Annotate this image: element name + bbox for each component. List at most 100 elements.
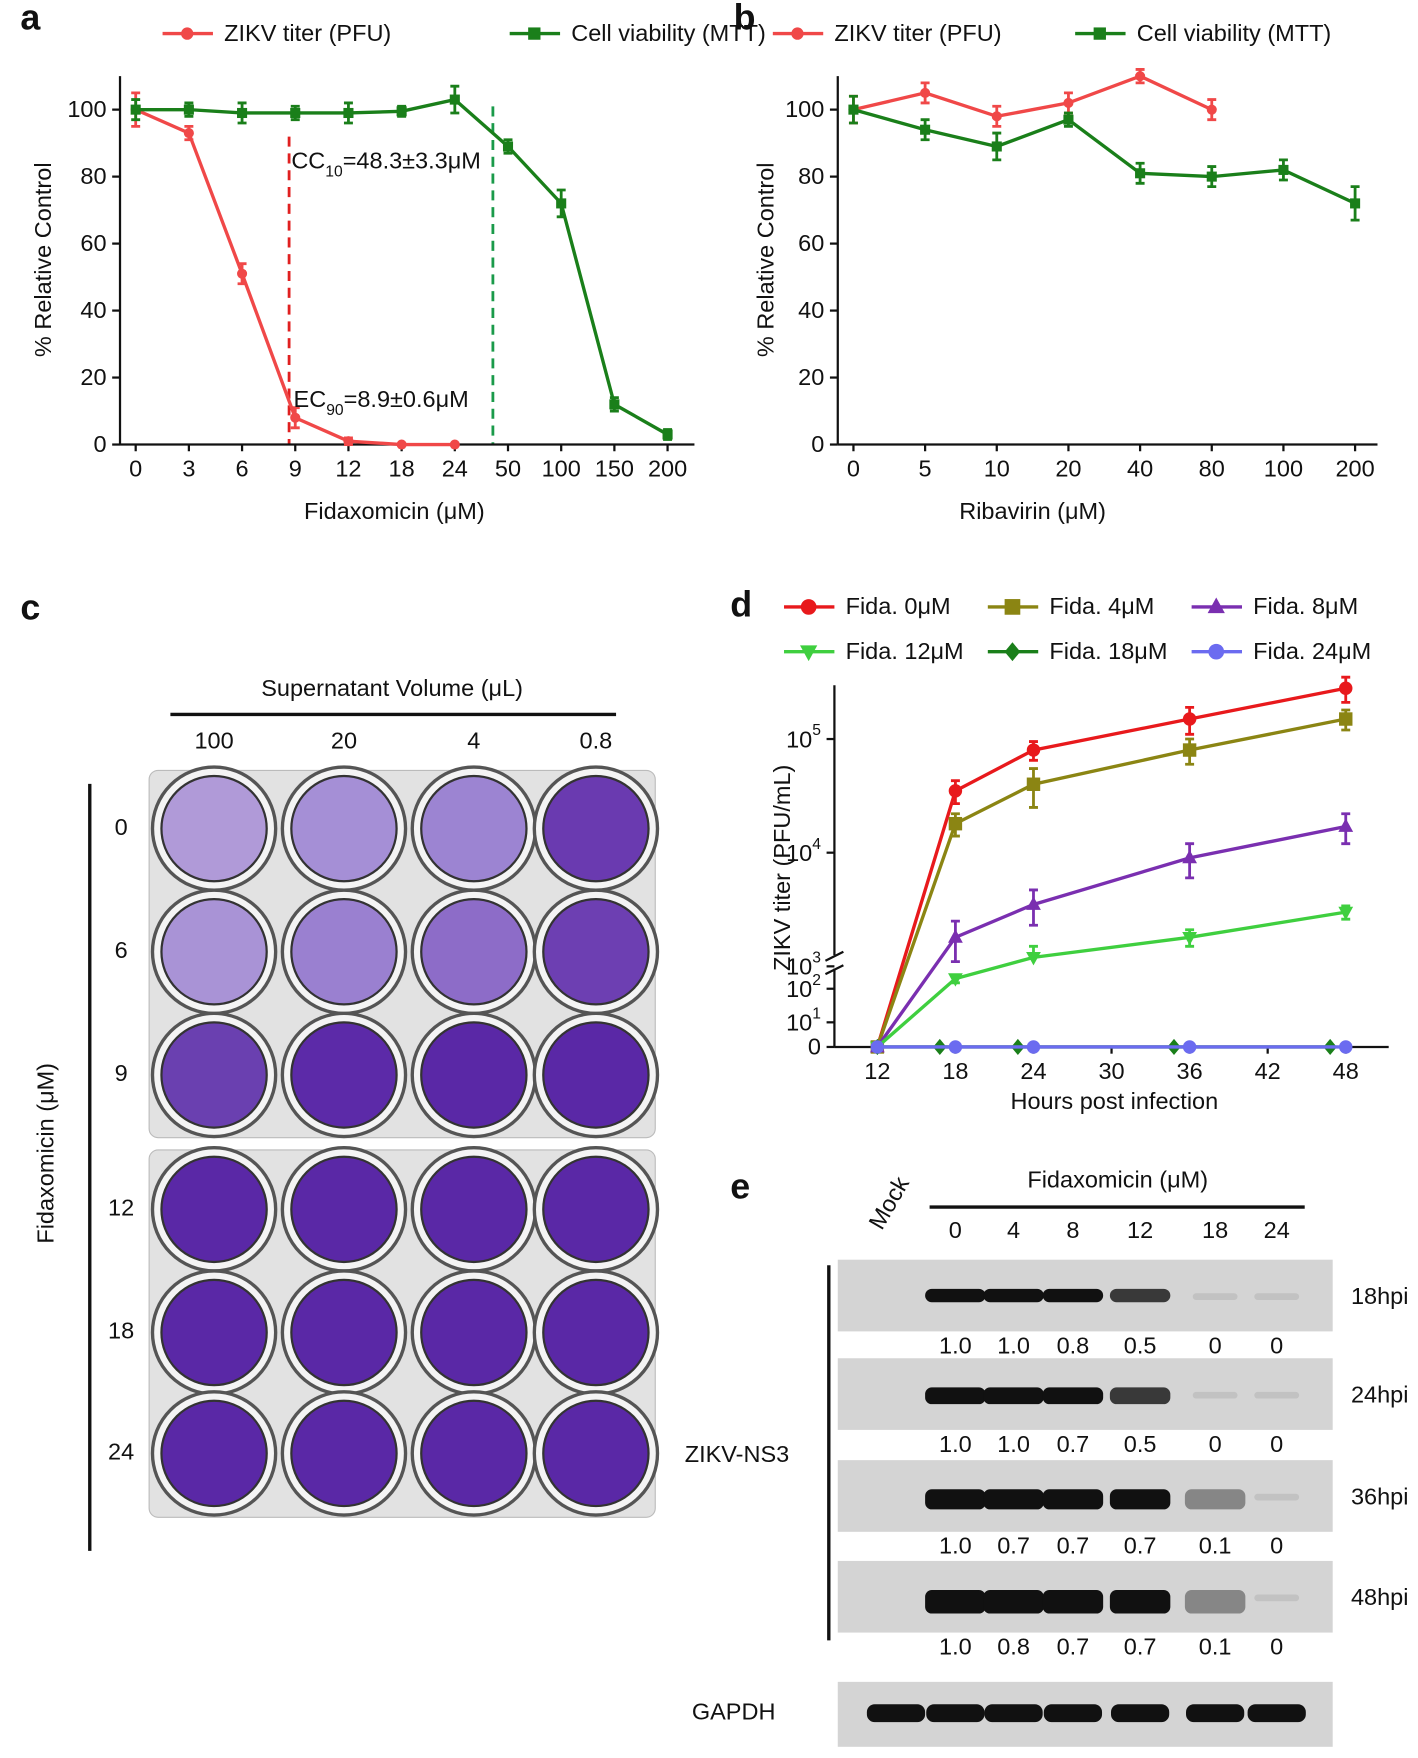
quant-label: 0 (1209, 1431, 1222, 1457)
marker (290, 412, 301, 423)
annotation: CC10=48.3±3.3μM (291, 148, 481, 181)
series-line (875, 824, 1347, 1048)
quant-label: 0.7 (1057, 1633, 1090, 1659)
panel-letter: c (20, 588, 40, 628)
quant-label: 1.0 (939, 1633, 972, 1659)
well (160, 1399, 268, 1508)
well (420, 1155, 528, 1264)
quant-label: 0.5 (1124, 1332, 1157, 1358)
marker (183, 104, 194, 115)
marker (1182, 931, 1198, 946)
x-tick-label: 24 (1020, 1058, 1046, 1084)
marker (1207, 597, 1225, 614)
marker (1350, 198, 1361, 209)
quant-label: 1.0 (939, 1431, 972, 1457)
x-tick-label: 0 (847, 455, 860, 481)
x-tick-label: 18 (389, 455, 415, 481)
quant-label: 0 (1209, 1332, 1222, 1358)
marker (1339, 712, 1353, 726)
band (1042, 1288, 1104, 1303)
panel-letter: b (734, 0, 756, 38)
marker (528, 27, 541, 40)
well (290, 898, 398, 1006)
text-part: 10 (786, 1010, 812, 1036)
marker (1004, 599, 1021, 615)
band (925, 1387, 986, 1405)
band (866, 1704, 926, 1723)
x-tick-label: 12 (864, 1058, 890, 1084)
x-tick-label: 150 (595, 455, 634, 481)
x-axis-title: Fidaxomicin (μM) (304, 498, 485, 524)
lane-label: 12 (1127, 1217, 1153, 1243)
band (1254, 1391, 1300, 1399)
band (1247, 1704, 1306, 1723)
marker (1026, 1040, 1041, 1054)
marker (1339, 1040, 1353, 1054)
text-part: 10 (786, 840, 812, 866)
x-tick-label: 48 (1333, 1058, 1359, 1084)
band (1184, 1590, 1246, 1614)
text-part: =48.3±3.3μM (343, 148, 481, 174)
lane-label: 18 (1202, 1217, 1228, 1243)
well (420, 774, 528, 883)
legend-label: Cell viability (MTT) (1137, 20, 1332, 46)
volume-label: 0.8 (580, 728, 613, 754)
marker (1208, 643, 1225, 660)
quant-label: 0 (1270, 1431, 1283, 1457)
y-axis-title: ZIKV titer (PFU/mL) (769, 765, 795, 971)
annotation: EC90=8.9±0.6μM (294, 386, 469, 419)
loading-label: GAPDH (692, 1698, 776, 1724)
marker (1338, 818, 1354, 832)
y-tick-label: 20 (798, 364, 824, 390)
marker (1206, 104, 1217, 115)
band (1042, 1387, 1104, 1405)
marker (1026, 896, 1041, 910)
series-line (853, 74, 1213, 119)
well (160, 898, 268, 1006)
y-tick-label: 104 (786, 836, 821, 866)
marker (1063, 114, 1074, 125)
marker (1004, 642, 1021, 662)
marker (1338, 906, 1354, 921)
quant-label: 0.8 (997, 1633, 1030, 1659)
y-tick-label: 0 (811, 431, 824, 457)
volume-label: 100 (194, 728, 233, 754)
band (1109, 1489, 1171, 1510)
legend-label: ZIKV titer (PFU) (834, 20, 1001, 46)
script: 4 (812, 836, 821, 853)
quant-label: 1.0 (997, 1332, 1030, 1358)
x-tick-label: 30 (1098, 1058, 1124, 1084)
well (420, 1021, 528, 1129)
band (925, 1288, 986, 1303)
well (542, 1278, 650, 1387)
x-tick-label: 42 (1255, 1058, 1281, 1084)
well (420, 1399, 528, 1508)
marker (502, 141, 514, 152)
marker (609, 399, 620, 410)
x-tick-label: 0 (129, 455, 142, 481)
marker (800, 645, 818, 662)
script: 2 (812, 972, 821, 989)
band (1192, 1293, 1238, 1301)
y-tick-label: 0 (93, 431, 106, 457)
quant-label: 1.0 (939, 1533, 972, 1559)
marker (1206, 171, 1217, 182)
y-tick-label: 105 (786, 722, 821, 752)
volume-label: 20 (331, 728, 357, 754)
marker (1339, 681, 1353, 695)
marker (1026, 951, 1041, 966)
band (1186, 1704, 1245, 1723)
marker (1093, 27, 1106, 40)
marker (290, 107, 301, 119)
marker (556, 198, 567, 209)
quant-label: 0 (1270, 1332, 1283, 1358)
marker (237, 107, 248, 119)
marker (1182, 712, 1197, 726)
y-tick-label: 80 (798, 163, 824, 189)
panel-title: Supernatant Volume (μL) (261, 675, 523, 701)
well (290, 1155, 398, 1264)
band (925, 1489, 986, 1510)
series-line (852, 108, 1356, 205)
well (290, 1278, 398, 1387)
